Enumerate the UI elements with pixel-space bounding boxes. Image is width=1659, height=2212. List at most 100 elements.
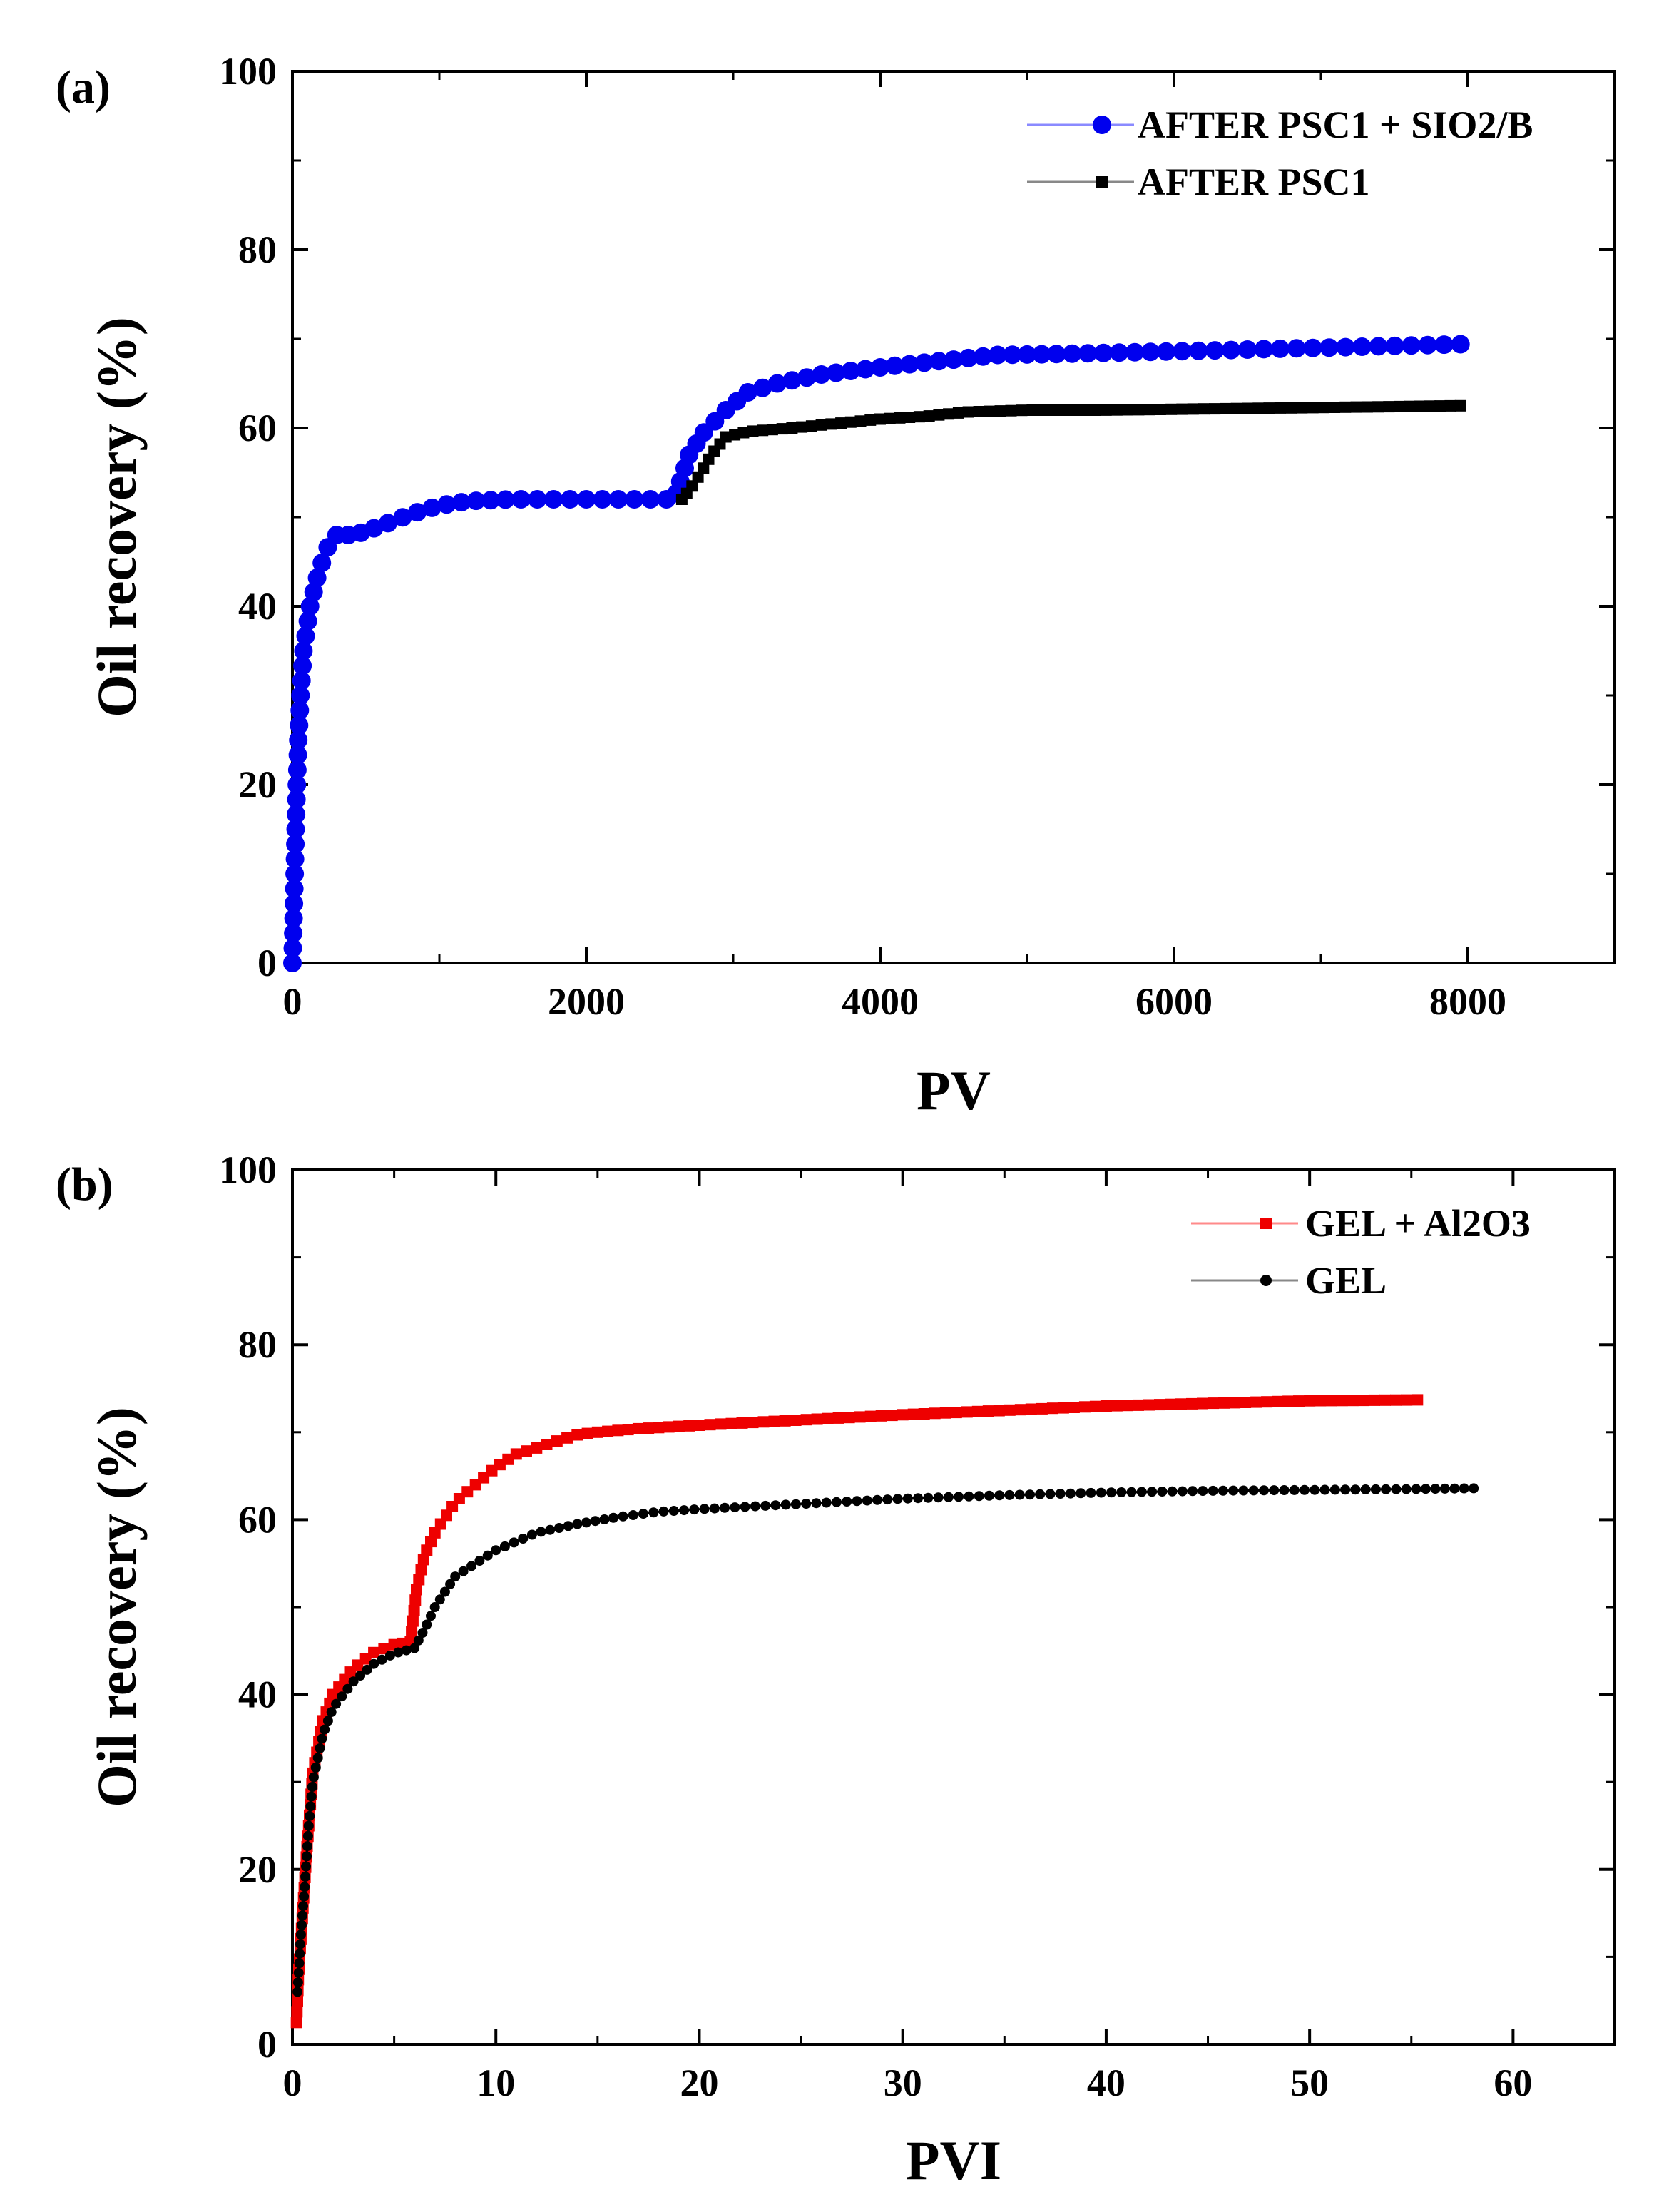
data-point: [1055, 1489, 1066, 1499]
data-point: [291, 2006, 303, 2018]
data-point: [1242, 402, 1253, 414]
data-point: [545, 1524, 556, 1535]
data-point: [362, 1664, 372, 1675]
data-point: [296, 626, 315, 646]
data-point: [1391, 1484, 1402, 1494]
x-tick-label: 50: [1290, 2061, 1329, 2104]
legend-label: AFTER PSC1 + SIO2/B: [1138, 103, 1533, 146]
y-tick-label: 0: [257, 2023, 277, 2066]
data-point: [1357, 1395, 1369, 1407]
data-point: [923, 1492, 934, 1503]
data-point: [292, 671, 311, 690]
data-point: [1173, 342, 1192, 361]
data-point: [445, 1579, 456, 1589]
data-point: [1218, 1397, 1230, 1409]
data-point: [342, 1683, 353, 1694]
data-point: [293, 1967, 304, 1978]
data-point: [422, 1619, 432, 1630]
data-point: [608, 1512, 618, 1523]
data-point: [572, 1519, 583, 1529]
data-point: [1154, 1399, 1165, 1411]
data-point: [1420, 1484, 1431, 1494]
data-point: [767, 374, 787, 393]
data-point: [1096, 1487, 1106, 1498]
data-point: [1434, 400, 1446, 412]
data-point: [1449, 1483, 1460, 1494]
data-point: [441, 1509, 452, 1522]
legend-label: AFTER PSC1: [1138, 160, 1370, 203]
data-point: [1414, 400, 1426, 412]
data-point: [825, 418, 837, 430]
data-point: [757, 424, 769, 437]
data-point: [1047, 345, 1066, 364]
data-point: [1282, 1395, 1295, 1407]
data-point: [1325, 1395, 1337, 1407]
data-point: [918, 1408, 930, 1420]
data-point: [458, 1566, 469, 1576]
data-point: [1111, 1400, 1123, 1412]
data-point: [302, 1841, 312, 1852]
data-point: [874, 413, 886, 425]
data-point: [320, 1724, 330, 1735]
data-point: [971, 1405, 984, 1417]
data-point: [393, 1647, 404, 1658]
data-point: [1110, 343, 1129, 362]
data-point: [832, 1412, 844, 1424]
data-point: [401, 1645, 412, 1656]
data-point: [737, 427, 750, 439]
data-point: [1089, 404, 1101, 416]
data-point: [509, 1537, 519, 1548]
panel-label: (a): [56, 61, 111, 113]
legend-label: GEL + Al2O3: [1305, 1202, 1531, 1245]
data-point: [1005, 404, 1017, 417]
data-point: [422, 498, 441, 517]
data-point: [1176, 403, 1188, 415]
data-point: [913, 411, 925, 423]
data-point: [298, 1901, 308, 1912]
data-point: [1230, 402, 1242, 414]
data-point: [679, 1505, 690, 1516]
data-point: [1078, 1401, 1091, 1413]
data-point: [959, 348, 978, 367]
data-point: [993, 1405, 1005, 1417]
data-point: [292, 1977, 303, 1988]
data-point: [554, 1523, 564, 1533]
data-point: [1205, 341, 1225, 360]
data-point: [1303, 338, 1322, 357]
data-point: [954, 1492, 964, 1502]
legend-marker: [1096, 176, 1108, 188]
data-point: [933, 1492, 944, 1503]
data-point: [411, 1584, 422, 1596]
data-point: [1347, 1395, 1359, 1407]
data-point: [295, 1939, 305, 1949]
data-point: [295, 1948, 305, 1959]
data-point: [1402, 336, 1421, 355]
data-point: [1106, 1487, 1117, 1498]
data-point: [1329, 402, 1341, 413]
data-point: [1379, 1394, 1391, 1406]
data-point: [291, 686, 310, 705]
data-point: [1361, 401, 1373, 413]
data-point: [289, 730, 308, 750]
data-point: [1404, 400, 1416, 412]
data-point: [290, 700, 310, 720]
data-point: [591, 1426, 603, 1438]
chart-panel-b: (b) 0 10 20 30 40 50 60 0 20 40 60 80 100 PVI Oil recov…: [56, 1148, 1616, 2191]
data-point: [563, 1521, 573, 1531]
data-point: [496, 490, 515, 509]
data-point: [285, 850, 305, 869]
data-point: [287, 775, 307, 794]
data-point: [782, 371, 802, 390]
data-point: [1385, 336, 1404, 355]
data-point: [1310, 1484, 1320, 1495]
data-point: [510, 1448, 522, 1460]
data-point: [822, 1412, 834, 1424]
data-point: [306, 1791, 317, 1802]
data-point: [698, 462, 710, 474]
data-point: [429, 1527, 441, 1539]
data-point: [1100, 404, 1112, 416]
data-point: [1121, 1400, 1133, 1412]
data-point: [378, 514, 397, 533]
data-point: [1086, 1487, 1096, 1498]
data-point: [1261, 1396, 1273, 1408]
